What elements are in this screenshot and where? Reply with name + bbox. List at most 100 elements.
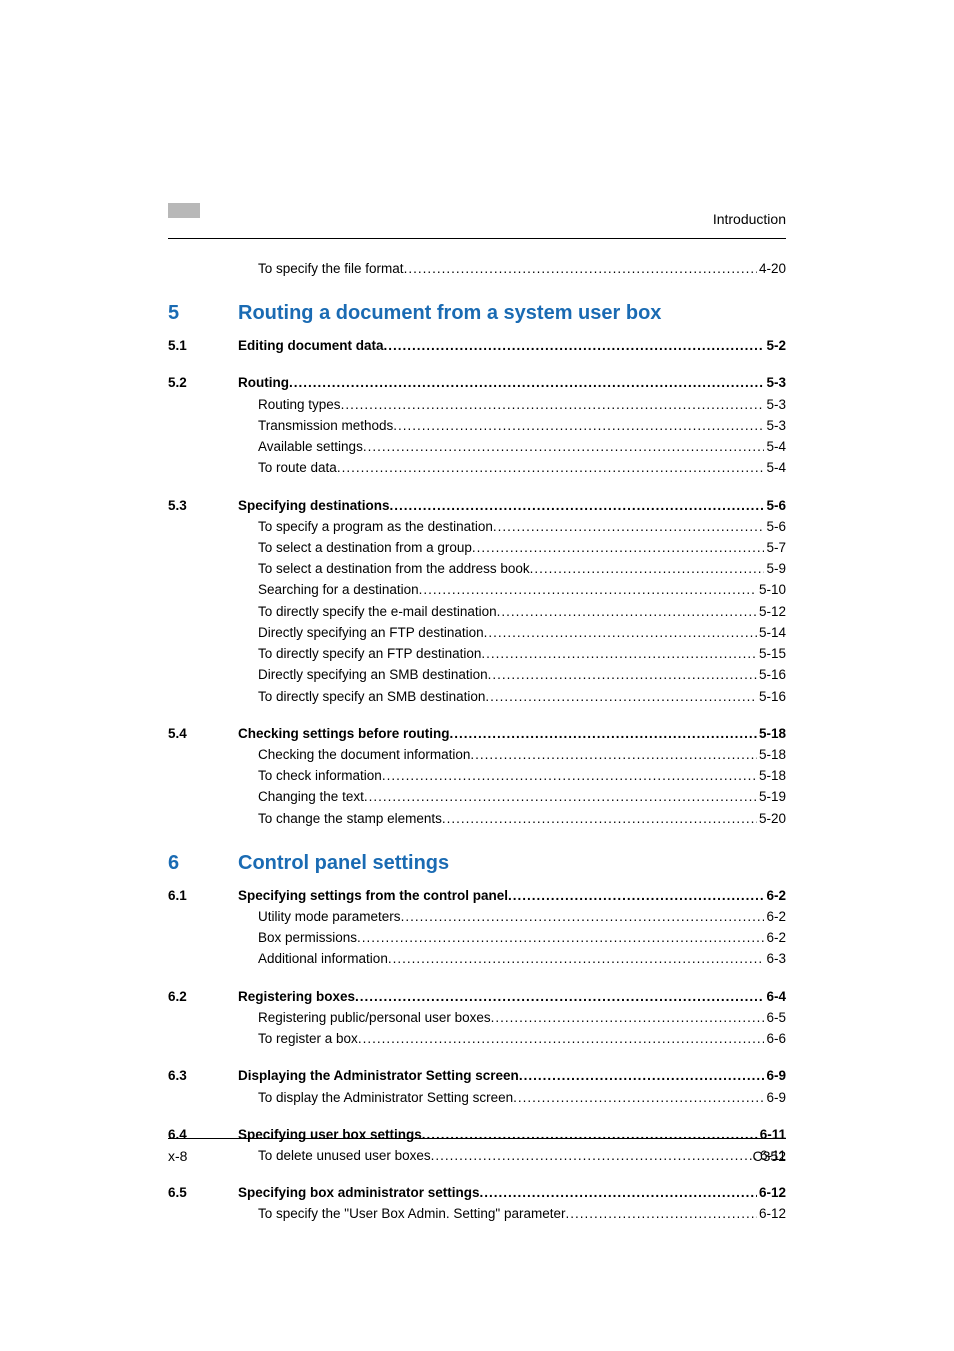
toc-leader-dots: ........................................…	[390, 497, 765, 515]
toc-section-row: 5.3Specifying destinations .............…	[168, 497, 786, 515]
toc-page-reference: 5-18	[757, 746, 786, 764]
toc-group-gap	[168, 358, 786, 374]
toc-entry-text: Directly specifying an FTP destination	[238, 624, 484, 642]
toc-entry-row: To directly specify the e-mail destinati…	[168, 603, 786, 621]
toc-section-row: 6.5Specifying box administrator settings…	[168, 1184, 786, 1202]
toc-leader-dots: ........................................…	[481, 645, 757, 663]
toc-page-reference: 6-12	[757, 1205, 786, 1223]
toc-entry-text: Editing document data	[238, 337, 384, 355]
running-head-text: Introduction	[713, 211, 786, 227]
toc-entry-text: Registering boxes	[238, 988, 355, 1006]
toc-entry-text: Displaying the Administrator Setting scr…	[238, 1067, 519, 1085]
toc-entry-text: Checking settings before routing	[238, 725, 450, 743]
toc-page-reference: 5-3	[764, 396, 786, 414]
toc-leader-dots: ........................................…	[484, 624, 757, 642]
toc-leader-dots: ........................................…	[382, 767, 757, 785]
toc-entry-row: Searching for a destination ............…	[168, 581, 786, 599]
toc-entry-text: To directly specify the e-mail destinati…	[238, 603, 497, 621]
toc-group-gap	[168, 481, 786, 497]
toc-section-number: 5.1	[168, 337, 238, 355]
toc-entry-row: To specify the file format .............…	[168, 260, 786, 278]
toc-entry-text: Routing	[238, 374, 289, 392]
toc-page-reference: 6-6	[764, 1030, 786, 1048]
toc-entry-text: Changing the text	[238, 788, 364, 806]
toc-leader-dots: ........................................…	[513, 1089, 764, 1107]
toc-page-reference: 6-9	[764, 1089, 786, 1107]
toc-group-gap	[168, 709, 786, 725]
toc-entry-text: To specify the file format	[238, 260, 404, 278]
toc-page-reference: 5-7	[764, 539, 786, 557]
toc-section-row: 6.3Displaying the Administrator Setting …	[168, 1067, 786, 1085]
toc-section-number: 6.2	[168, 988, 238, 1006]
toc-leader-dots: ........................................…	[363, 438, 765, 456]
toc-page-reference: 5-4	[764, 438, 786, 456]
toc-section-row: 6.2Registering boxes ...................…	[168, 988, 786, 1006]
toc-entry-text: To directly specify an FTP destination	[238, 645, 481, 663]
toc-section-row: 6.1Specifying settings from the control …	[168, 887, 786, 905]
toc-entry-row: To display the Administrator Setting scr…	[168, 1089, 786, 1107]
toc-entry-row: Box permissions ........................…	[168, 929, 786, 947]
toc-entry-text: To display the Administrator Setting scr…	[238, 1089, 513, 1107]
footer-page-number: x-8	[168, 1148, 187, 1164]
toc-entry-row: Checking the document information ......…	[168, 746, 786, 764]
toc-entry-text: To specify a program as the destination	[238, 518, 493, 536]
toc-leader-dots: ........................................…	[289, 374, 765, 392]
page-footer: x-8 C352	[168, 1148, 786, 1164]
toc-entry-text: Box permissions	[238, 929, 357, 947]
toc-leader-dots: ........................................…	[485, 688, 757, 706]
toc-entry-row: To change the stamp elements ...........…	[168, 810, 786, 828]
toc-page-reference: 5-19	[757, 788, 786, 806]
toc-leader-dots: ........................................…	[355, 988, 764, 1006]
toc-entry-row: Additional information .................…	[168, 950, 786, 968]
toc-page-reference: 6-9	[764, 1067, 786, 1085]
toc-entry-row: To directly specify an FTP destination .…	[168, 645, 786, 663]
toc-page-reference: 4-20	[757, 260, 786, 278]
toc-section-number: 5.4	[168, 725, 238, 743]
toc-leader-dots: ........................................…	[450, 725, 757, 743]
toc-page-reference: 5-16	[757, 688, 786, 706]
toc-section-number: 6.5	[168, 1184, 238, 1202]
toc-entry-row: To select a destination from the address…	[168, 560, 786, 578]
toc-leader-dots: ........................................…	[341, 396, 765, 414]
toc-entry-text: Transmission methods	[238, 417, 393, 435]
toc-page-reference: 6-12	[757, 1184, 786, 1202]
toc-leader-dots: ........................................…	[488, 666, 757, 684]
header-rule	[168, 238, 786, 239]
toc-leader-dots: ........................................…	[364, 788, 757, 806]
toc-leader-dots: ........................................…	[565, 1205, 756, 1223]
toc-entry-row: To register a box ......................…	[168, 1030, 786, 1048]
toc-group-gap	[168, 972, 786, 988]
toc-entry-text: To route data	[238, 459, 337, 477]
toc-page-reference: 6-5	[764, 1009, 786, 1027]
toc-section-row: 5.1Editing document data ...............…	[168, 337, 786, 355]
toc-section-row: 6.4Specifying user box settings ........…	[168, 1126, 786, 1144]
toc-entry-text: Directly specifying an SMB destination	[238, 666, 488, 684]
toc-chapter-heading: 6Control panel settings	[168, 852, 786, 875]
toc-leader-dots: ........................................…	[472, 539, 765, 557]
toc-chapter-number: 5	[168, 302, 238, 325]
toc-page-reference: 5-9	[764, 560, 786, 578]
toc-entry-text: To select a destination from a group	[238, 539, 472, 557]
toc-chapter-heading: 5Routing a document from a system user b…	[168, 302, 786, 325]
toc-entry-text: Routing types	[238, 396, 341, 414]
footer-rule	[168, 1138, 786, 1139]
toc-page-reference: 5-12	[757, 603, 786, 621]
toc-leader-dots: ........................................…	[419, 581, 757, 599]
toc-page-reference: 6-2	[764, 887, 786, 905]
toc-entry-text: Utility mode parameters	[238, 908, 401, 926]
toc-entry-text: Specifying settings from the control pan…	[238, 887, 508, 905]
toc-entry-row: To route data ..........................…	[168, 459, 786, 477]
toc-page-reference: 5-14	[757, 624, 786, 642]
toc-entry-text: Available settings	[238, 438, 363, 456]
toc-page-reference: 6-2	[764, 929, 786, 947]
toc-leader-dots: ........................................…	[357, 929, 764, 947]
toc-page-reference: 6-2	[764, 908, 786, 926]
toc-entry-row: Routing types ..........................…	[168, 396, 786, 414]
toc-entry-text: Additional information	[238, 950, 388, 968]
toc-page-reference: 5-18	[757, 767, 786, 785]
toc-leader-dots: ........................................…	[393, 417, 764, 435]
toc-section-row: 5.4Checking settings before routing ....…	[168, 725, 786, 743]
toc-chapter-title: Routing a document from a system user bo…	[238, 302, 661, 325]
toc-entry-row: Directly specifying an FTP destination .…	[168, 624, 786, 642]
toc-entry-text: Specifying user box settings	[238, 1126, 422, 1144]
